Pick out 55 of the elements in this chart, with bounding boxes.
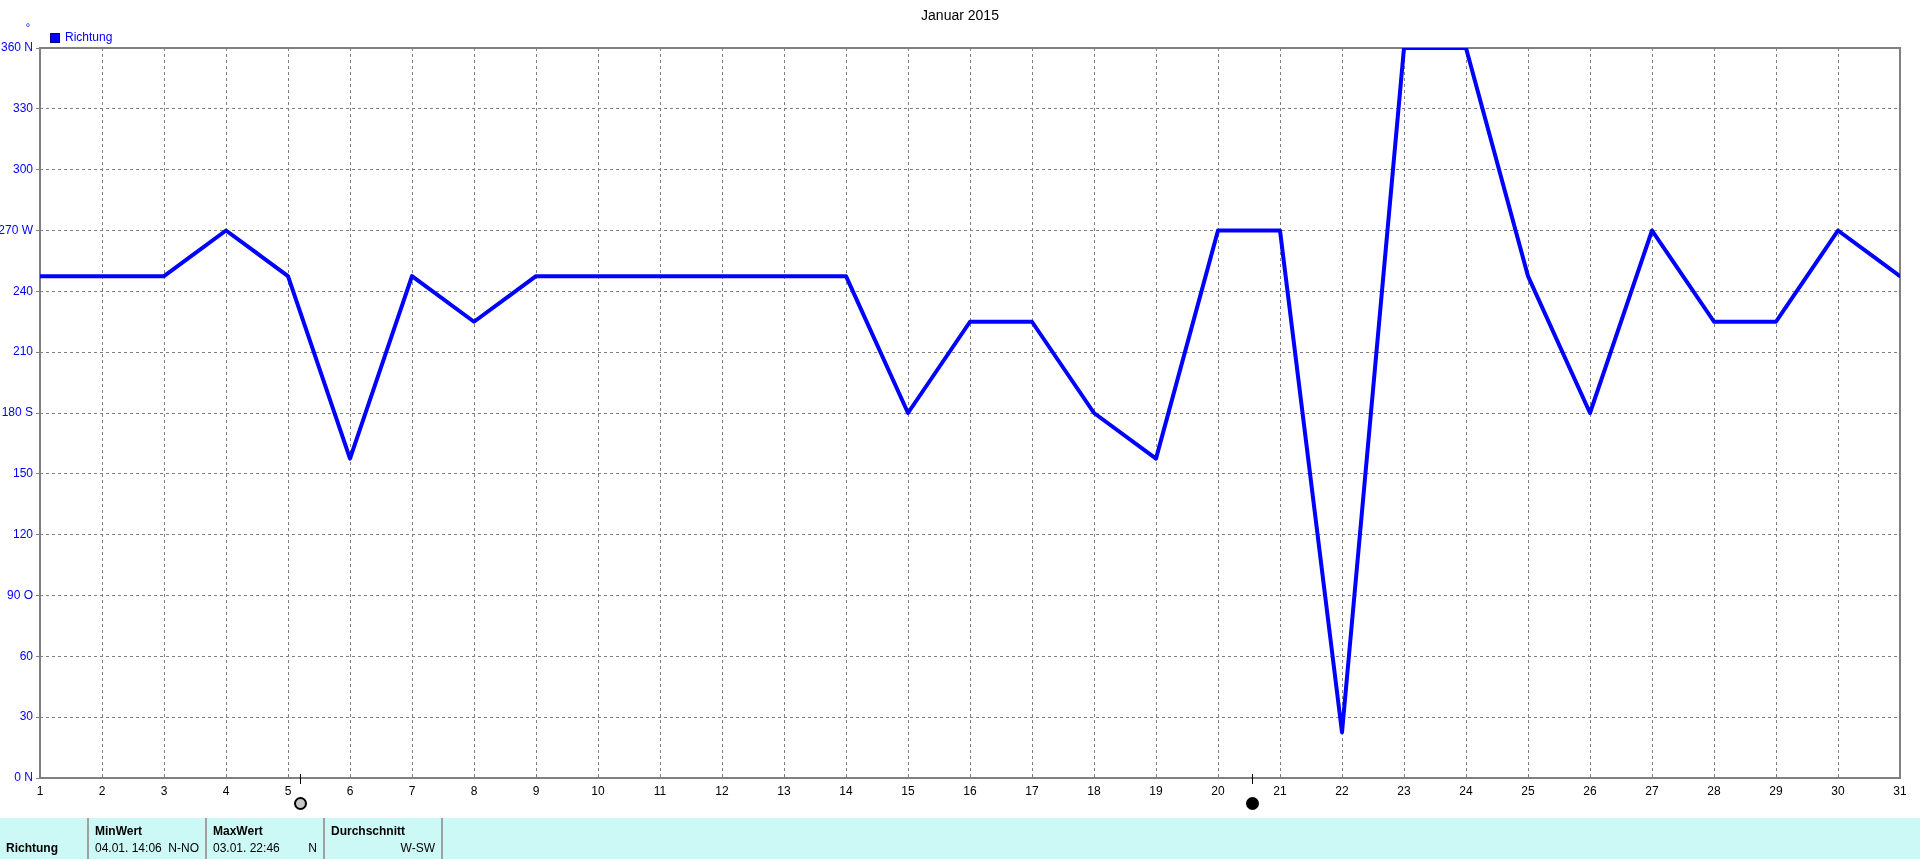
x-tick-label: 4 <box>222 783 230 798</box>
x-tick-label: 6 <box>346 783 354 798</box>
x-tick-label: 10 <box>591 783 605 798</box>
y-tick-label: 300 <box>12 161 34 176</box>
text: N-NO <box>168 841 199 855</box>
text: 03.01. 22:46 <box>213 841 280 855</box>
text: Richtung <box>6 841 58 855</box>
x-tick-label: 8 <box>470 783 478 798</box>
x-tick-label: 24 <box>1459 783 1473 798</box>
y-tick-label: 180 S <box>1 405 33 420</box>
y-tick-label: 90 O <box>6 587 33 602</box>
y-tick-label: 120 <box>12 526 34 541</box>
x-tick-label: 2 <box>98 783 106 798</box>
x-tick-label: 15 <box>901 783 915 798</box>
x-tick-label: 20 <box>1211 783 1225 798</box>
x-tick-label: 27 <box>1645 783 1659 798</box>
text: N <box>308 841 317 855</box>
y-tick-label: 330 <box>12 101 34 116</box>
text: 04.01. 14:06 <box>95 841 162 855</box>
text: W-SW <box>400 841 435 855</box>
x-tick-label: 9 <box>532 783 540 798</box>
y-tick-label: 60 <box>19 648 34 663</box>
legend-label: Richtung <box>65 30 113 45</box>
text: MaxWert <box>213 824 263 838</box>
x-tick-label: 19 <box>1149 783 1163 798</box>
x-tick-label: 30 <box>1831 783 1845 798</box>
x-tick-label: 23 <box>1397 783 1411 798</box>
x-tick-label: 25 <box>1521 783 1535 798</box>
x-tick-label: 12 <box>715 783 729 798</box>
x-tick-label: 7 <box>408 783 416 798</box>
text: Durchschnitt <box>331 824 406 838</box>
y-tick-label: 240 <box>12 283 34 298</box>
x-tick-label: 17 <box>1025 783 1039 798</box>
x-tick-label: 5 <box>284 783 292 798</box>
x-tick-label: 21 <box>1273 783 1287 798</box>
x-tick-label: 22 <box>1335 783 1349 798</box>
x-tick-label: 1 <box>36 783 44 798</box>
x-tick-label: 16 <box>963 783 977 798</box>
x-tick-label: 11 <box>653 783 667 798</box>
x-tick-label: 3 <box>160 783 168 798</box>
x-tick-label: 29 <box>1769 783 1783 798</box>
y-tick-label: 150 <box>12 466 34 481</box>
x-tick-label: 26 <box>1583 783 1597 798</box>
y-tick-label: 0 N <box>14 770 33 785</box>
y-tick-label: 360 N <box>0 40 33 55</box>
chart-title: Januar 2015 <box>921 6 1000 23</box>
y-tick-label: 210 <box>12 344 34 359</box>
text: MinWert <box>95 824 143 838</box>
x-tick-label: 13 <box>777 783 791 798</box>
x-tick-label: 28 <box>1707 783 1721 798</box>
x-tick-label: 31 <box>1893 783 1907 798</box>
y-tick-label: 30 <box>19 709 34 724</box>
y-axis-title: ° <box>25 21 31 34</box>
x-tick-label: 18 <box>1087 783 1101 798</box>
x-tick-label: 14 <box>839 783 853 798</box>
